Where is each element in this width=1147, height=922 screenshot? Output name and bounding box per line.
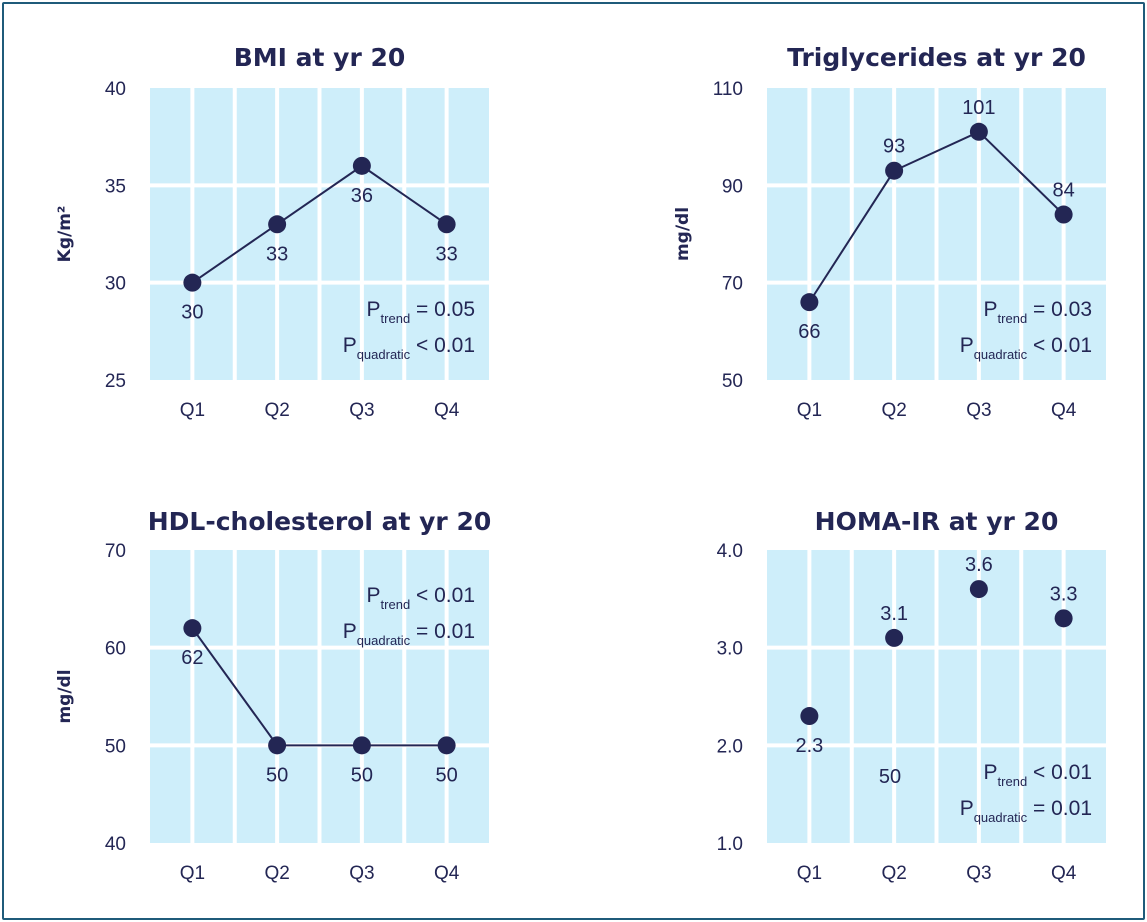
data-point [800, 707, 819, 726]
y-tick-label: 25 [105, 371, 126, 392]
chart-title: Triglycerides at yr 20 [787, 43, 1086, 72]
data-point [1054, 205, 1073, 224]
data-label: 2.3 [795, 735, 823, 757]
x-tick-label: Q1 [180, 400, 205, 421]
x-tick-label: Q4 [1051, 863, 1077, 884]
p-value-stat: Ptrend < 0.01 [984, 761, 1092, 789]
y-axis-label: mg/dl [55, 669, 75, 723]
data-point [885, 161, 904, 180]
series-line [808, 130, 1065, 303]
p-value-stat: Ptrend = 0.05 [367, 298, 475, 326]
y-tick-label: 110 [713, 79, 743, 100]
annotation-label: 50 [879, 766, 901, 788]
y-tick-label: 50 [722, 371, 743, 392]
y-tick-label: 40 [105, 79, 126, 100]
data-point [437, 736, 456, 755]
chart-panel-4: HOMA-IR at yr 20 1.0 2.0 3.0 4.0 Q1 Q2 Q3 Q4 2.3 3… [717, 507, 1106, 884]
data-point [800, 293, 819, 312]
data-label: 84 [1053, 180, 1075, 202]
x-tick-label: Q4 [434, 863, 460, 884]
data-label: 50 [351, 764, 373, 786]
x-tick-label: Q3 [349, 863, 374, 884]
x-tick-label: Q4 [434, 400, 460, 421]
x-tick-label: Q2 [881, 400, 906, 421]
y-tick-label: 1.0 [717, 834, 743, 855]
data-label: 50 [436, 764, 458, 786]
data-label: 30 [181, 302, 203, 324]
y-axis-label: Kg/m² [55, 206, 75, 263]
x-tick-label: Q3 [966, 863, 991, 884]
y-tick-label: 60 [105, 639, 126, 660]
chart-title: HOMA-IR at yr 20 [815, 507, 1059, 536]
data-label: 3.3 [1050, 583, 1078, 605]
p-value-stat: Pquadratic = 0.01 [960, 797, 1092, 825]
data-label: 33 [436, 243, 458, 265]
data-label: 3.1 [880, 603, 908, 625]
data-label: 3.6 [965, 554, 993, 576]
x-tick-label: Q3 [966, 400, 991, 421]
p-value-stat: Ptrend = 0.03 [984, 298, 1092, 326]
y-tick-label: 35 [105, 176, 126, 197]
chart-panel-3: HDL-cholesterol at yr 20 mg/dl 40 50 60 70 Q1 Q… [55, 507, 491, 884]
chart-title: BMI at yr 20 [234, 43, 406, 72]
p-value-stat: Pquadratic = 0.01 [343, 620, 475, 648]
x-tick-label: Q3 [349, 400, 374, 421]
y-tick-label: 4.0 [717, 541, 743, 562]
data-point [183, 619, 202, 638]
x-tick-label: Q2 [264, 400, 289, 421]
y-tick-label: 2.0 [717, 736, 743, 757]
series-line [191, 627, 447, 747]
chart-title: HDL-cholesterol at yr 20 [148, 507, 492, 536]
y-tick-label: 70 [722, 274, 743, 295]
p-value-stat: Pquadratic < 0.01 [960, 334, 1092, 362]
p-value-stat: Pquadratic < 0.01 [343, 334, 475, 362]
x-tick-label: Q1 [797, 400, 822, 421]
x-tick-label: Q2 [264, 863, 289, 884]
data-point [268, 215, 287, 234]
data-point [437, 215, 456, 234]
data-point [969, 580, 988, 599]
x-tick-label: Q2 [881, 863, 906, 884]
y-tick-label: 90 [722, 176, 743, 197]
data-point [183, 273, 202, 292]
y-tick-label: 40 [105, 834, 126, 855]
data-point [1054, 609, 1073, 628]
data-label: 101 [962, 97, 995, 119]
data-point [268, 736, 287, 755]
x-tick-label: Q1 [180, 863, 205, 884]
data-point [969, 122, 988, 141]
chart-panel-2: Triglycerides at yr 20 mg/dl 50 70 90 110 Q1 Q2… [673, 43, 1106, 421]
chart-panel-1: BMI at yr 20 Kg/m² 25 30 35 40 Q1 Q2 Q3 Q4 30 33 36 3… [55, 43, 489, 421]
data-point [885, 628, 904, 647]
data-label: 62 [181, 647, 203, 669]
data-point [352, 156, 371, 175]
y-tick-label: 30 [105, 274, 126, 295]
y-tick-label: 50 [105, 736, 126, 757]
data-label: 50 [266, 764, 288, 786]
data-label: 93 [883, 136, 905, 158]
series-line [191, 164, 448, 284]
data-label: 33 [266, 243, 288, 265]
y-tick-label: 3.0 [717, 639, 743, 660]
data-point [352, 736, 371, 755]
x-tick-label: Q4 [1051, 400, 1077, 421]
y-axis-label: mg/dl [673, 207, 693, 261]
p-value-stat: Ptrend < 0.01 [367, 584, 475, 612]
x-tick-label: Q1 [797, 863, 822, 884]
y-tick-label: 70 [105, 541, 126, 562]
data-label: 66 [798, 321, 820, 343]
data-label: 36 [351, 185, 373, 207]
